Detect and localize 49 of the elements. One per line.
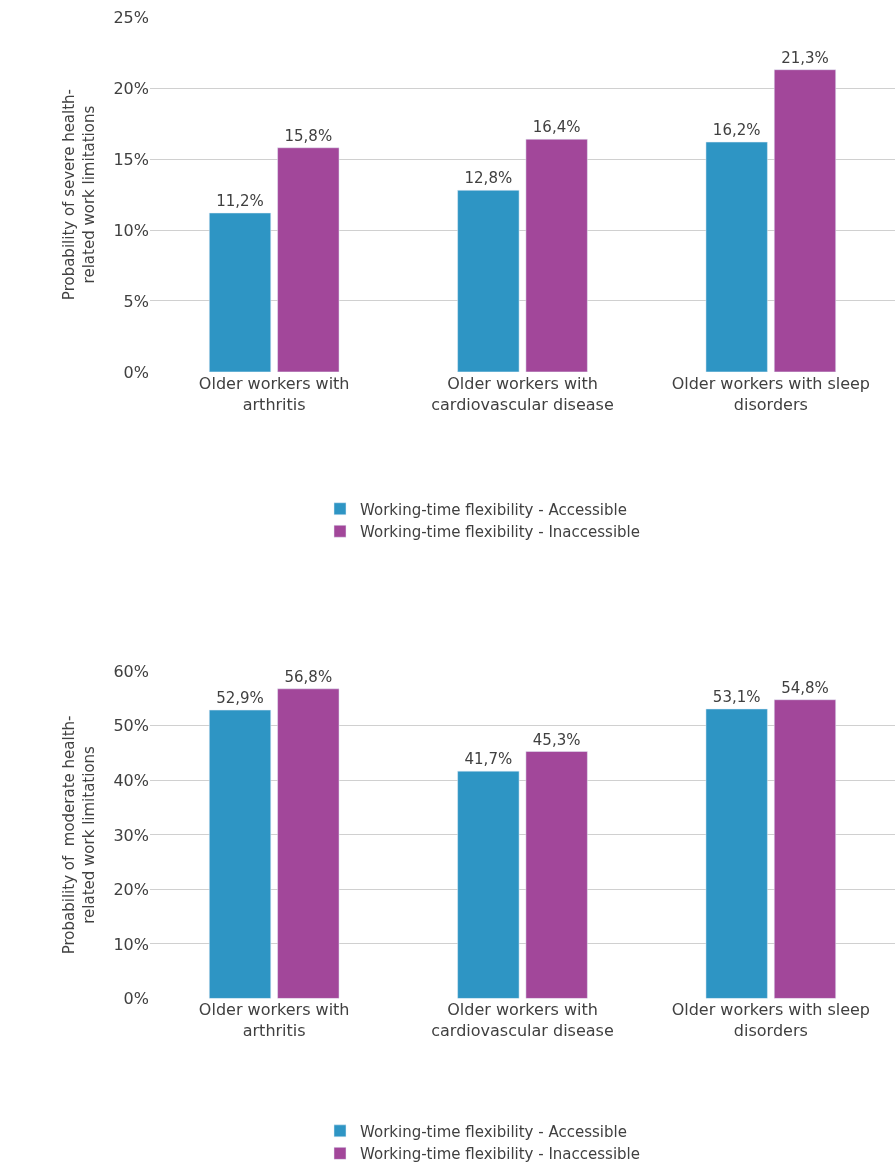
x-tick-label: Older workers with arthritis bbox=[198, 1000, 350, 1041]
legend-label: Working-time flexibility - Inaccessible bbox=[360, 523, 640, 542]
legend-label: Working-time flexibility - Accessible bbox=[360, 1122, 627, 1141]
data-label: 15,8% bbox=[284, 126, 333, 145]
y-tick-label: 20% bbox=[113, 880, 149, 900]
data-label: 45,3% bbox=[532, 730, 581, 749]
bar bbox=[525, 751, 588, 999]
bar bbox=[457, 190, 520, 372]
legend-label: Working-time flexibility - Inaccessible bbox=[360, 1145, 640, 1164]
bar bbox=[705, 708, 768, 999]
data-label: 52,9% bbox=[216, 689, 264, 708]
data-label: 54,8% bbox=[781, 678, 829, 697]
y-tick-label: 50% bbox=[113, 716, 149, 736]
bar bbox=[209, 212, 271, 372]
y-tick-label: 20% bbox=[113, 78, 149, 98]
y-tick-label: 5% bbox=[123, 291, 149, 311]
y-tick-label: 15% bbox=[113, 149, 149, 169]
y-axis-title: Probability of moderate health-related work limitations bbox=[60, 715, 98, 955]
data-label: 41,7% bbox=[464, 750, 513, 769]
legend-label: Working-time flexibility - Accessible bbox=[360, 500, 627, 519]
y-tick-label: 0% bbox=[123, 989, 149, 1009]
bar bbox=[705, 141, 768, 372]
data-label: 53,1% bbox=[712, 687, 761, 706]
data-label: 16,2% bbox=[712, 121, 761, 140]
y-tick-label: 10% bbox=[113, 934, 149, 954]
y-tick-label: 30% bbox=[113, 825, 149, 845]
y-axis-title: Probability of severe health-related work limitations bbox=[60, 88, 98, 301]
bar bbox=[457, 770, 520, 999]
data-label: 11,2% bbox=[216, 192, 264, 211]
data-label: 16,4% bbox=[532, 118, 581, 137]
bar bbox=[277, 147, 340, 372]
bar bbox=[774, 699, 836, 999]
x-tick-label: Older workers with cardiovascular disease bbox=[431, 373, 614, 414]
y-tick-label: 10% bbox=[113, 220, 149, 240]
y-tick-label: 40% bbox=[113, 771, 149, 790]
y-tick-label: 60% bbox=[113, 661, 149, 681]
data-label: 21,3% bbox=[781, 48, 829, 67]
bar bbox=[774, 69, 836, 372]
data-label: 12,8% bbox=[464, 169, 513, 188]
bar bbox=[209, 709, 271, 999]
x-tick-label: Older workers with cardiovascular disease bbox=[431, 1000, 614, 1041]
bar bbox=[277, 688, 340, 999]
x-tick-label: Older workers with sleep disorders bbox=[671, 373, 871, 414]
x-tick-label: Older workers with sleep disorders bbox=[671, 1000, 871, 1041]
y-tick-label: 25% bbox=[113, 7, 149, 27]
data-label: 56,8% bbox=[284, 667, 333, 686]
x-tick-label: Older workers with arthritis bbox=[198, 373, 350, 414]
y-tick-label: 0% bbox=[123, 362, 149, 382]
bar bbox=[525, 138, 588, 372]
